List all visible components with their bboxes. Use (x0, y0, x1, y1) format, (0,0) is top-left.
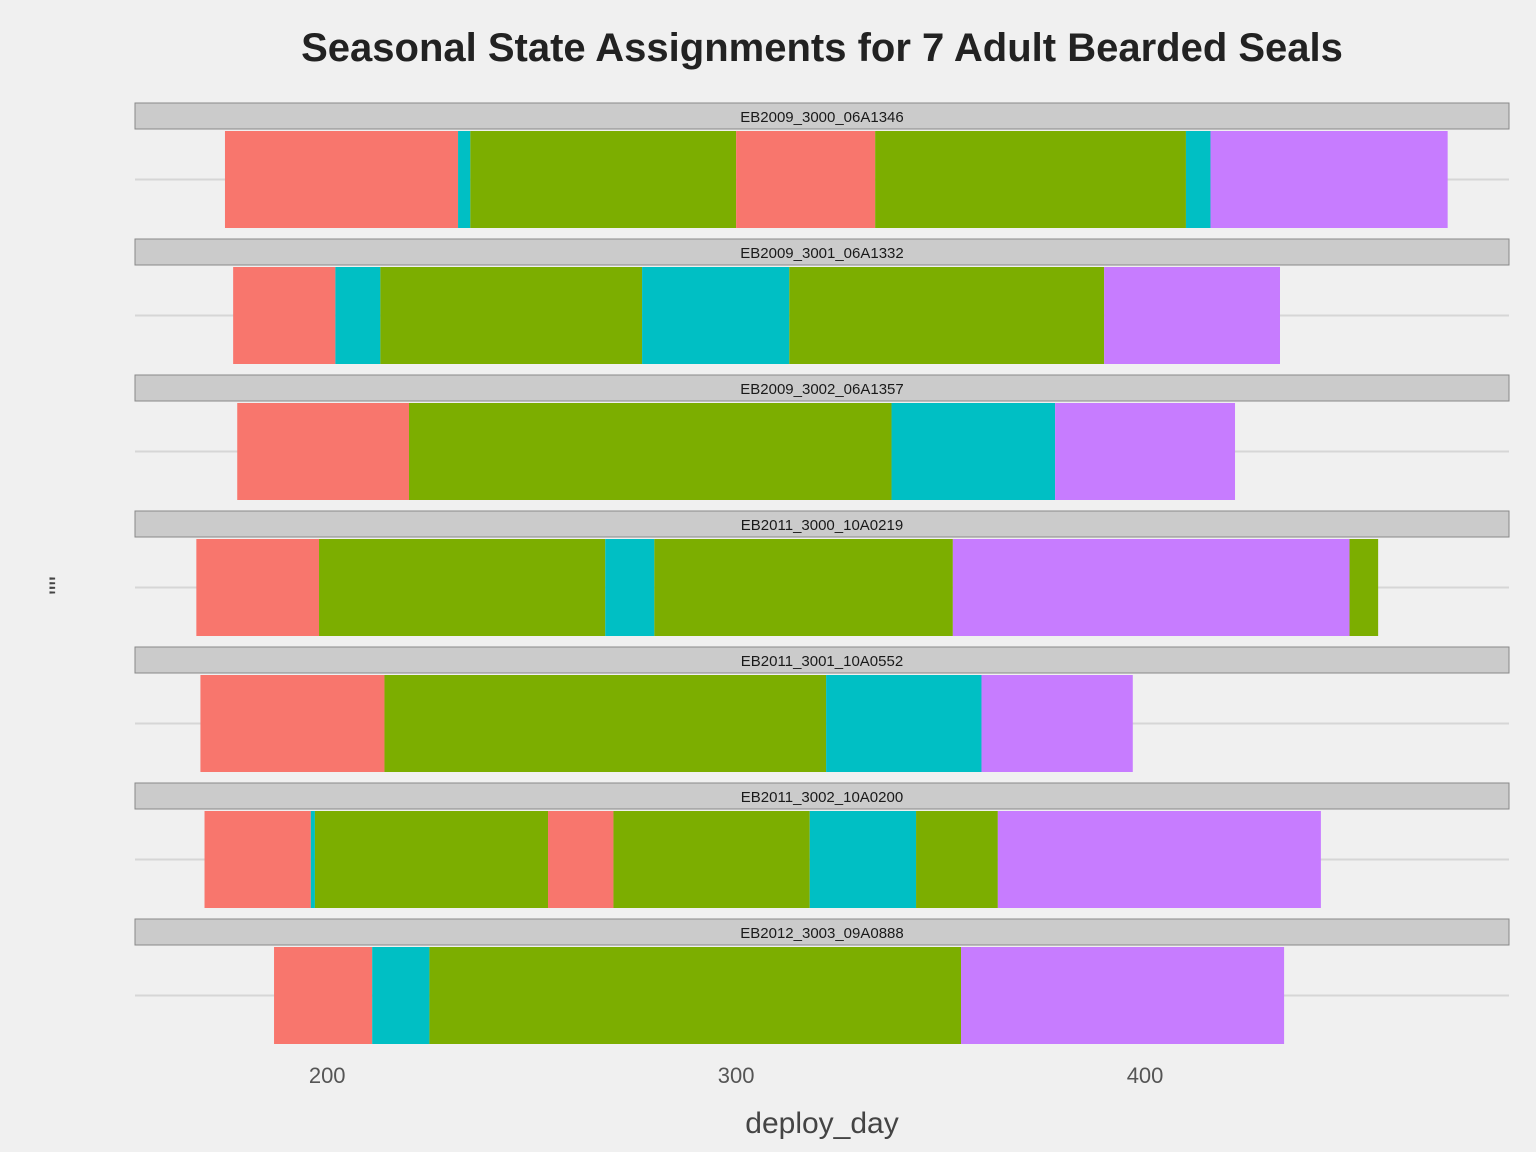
bar-segment (310, 811, 315, 908)
bar-segment (319, 539, 606, 636)
x-tick-label: 200 (309, 1063, 346, 1088)
bar-segment (196, 539, 320, 636)
x-tick-label: 400 (1127, 1063, 1164, 1088)
bar-segment (224, 131, 459, 228)
facet-strip-label: EB2012_3003_09A0888 (740, 925, 904, 942)
bar-segment (470, 131, 737, 228)
bar-segment (1055, 403, 1236, 500)
bar-segment (384, 675, 827, 772)
bar-segment (826, 675, 982, 772)
bar-segment (952, 539, 1350, 636)
bar-segment (875, 131, 1186, 228)
bar-segment (736, 131, 876, 228)
bar-segment (274, 947, 373, 1044)
facet-strip-label: EB2011_3000_10A0219 (741, 517, 903, 534)
bar-segment (981, 675, 1133, 772)
bar-segment (314, 811, 549, 908)
bar-segment (458, 131, 471, 228)
facet-strip-label: EB2009_3002_06A1357 (740, 381, 904, 398)
bar-segment (1349, 539, 1379, 636)
bar-segment (372, 947, 430, 1044)
x-axis-label: deploy_day (745, 1107, 898, 1140)
facet-strip (134, 238, 1510, 266)
bar-segment (1210, 131, 1448, 228)
bar-segment (809, 811, 917, 908)
bar-segment (1104, 267, 1280, 364)
facet-strip-label: EB2009_3001_06A1332 (740, 245, 904, 262)
x-tick-label: 300 (718, 1063, 755, 1088)
bar-segment (200, 675, 385, 772)
bar-segment (237, 403, 409, 500)
facet-strip-label: EB2009_3000_06A1346 (740, 109, 904, 126)
bar-segment (605, 539, 655, 636)
facet-strip (134, 782, 1510, 810)
facet-strip-label: EB2011_3001_10A0552 (741, 653, 903, 670)
bar-segment (789, 267, 1105, 364)
bar-segment (429, 947, 962, 1044)
bar-segment (997, 811, 1321, 908)
bar-segment (233, 267, 336, 364)
facet-strip-label: EB2011_3002_10A0200 (741, 789, 903, 806)
bar-segment (204, 811, 311, 908)
bar-segment (654, 539, 953, 636)
bar-segment (891, 403, 1056, 500)
bar-segment (408, 403, 892, 500)
bar-segment (1185, 131, 1211, 228)
bar-segment (613, 811, 810, 908)
chart-title: Seasonal State Assignments for 7 Adult B… (301, 26, 1343, 70)
facet-strip (134, 102, 1510, 130)
bar-segment (548, 811, 614, 908)
bar-segment (335, 267, 381, 364)
bar-segment (380, 267, 643, 364)
facet-strip (134, 918, 1510, 946)
bar-segment (961, 947, 1285, 1044)
bar-segment (642, 267, 790, 364)
facet-strip (134, 646, 1510, 674)
bar-segment (916, 811, 998, 908)
facet-strip (134, 510, 1510, 538)
facet-strip (134, 374, 1510, 402)
